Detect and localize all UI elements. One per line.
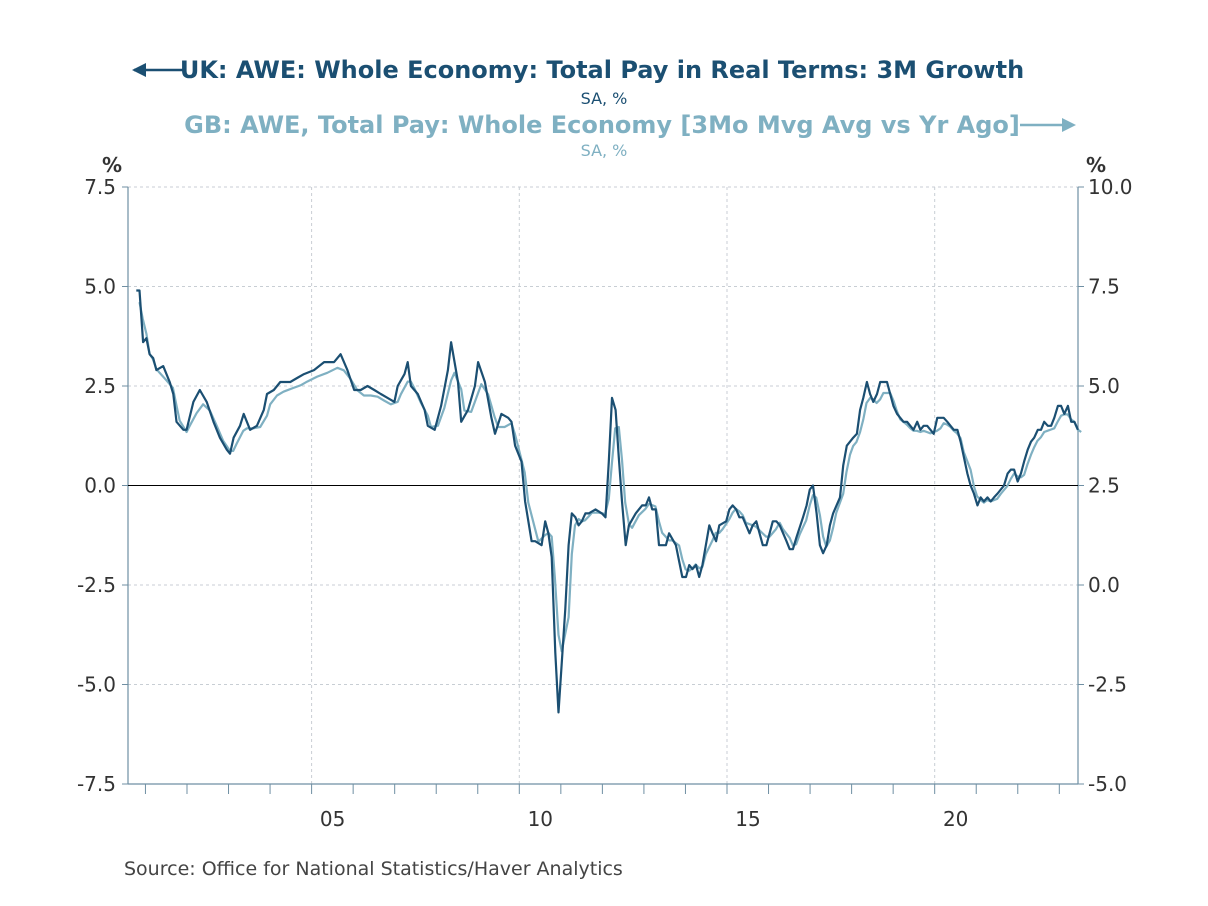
- series2-title: GB: AWE, Total Pay: Whole Economy [3Mo M…: [184, 111, 1020, 139]
- legend: UK: AWE: Whole Economy: Total Pay in Rea…: [132, 56, 1076, 160]
- x-tick-label: 10: [528, 807, 553, 831]
- left-tick-label: -2.5: [77, 573, 116, 597]
- series2-line: [138, 301, 1082, 653]
- left-tick-label: 0.0: [84, 474, 116, 498]
- series1-subtitle: SA, %: [581, 89, 628, 108]
- right-tick-label: 0.0: [1088, 573, 1120, 597]
- x-tick-label: 05: [320, 807, 345, 831]
- left-tick-label: -5.0: [77, 673, 116, 697]
- right-axis-ticks: 10.0 7.5 5.0 2.5 0.0 -2.5 -5.0: [1078, 175, 1133, 796]
- source-note: Source: Office for National Statistics/H…: [124, 858, 623, 880]
- right-tick-label: 2.5: [1088, 474, 1120, 498]
- series1-line: [136, 289, 1080, 714]
- left-tick-label: 5.0: [84, 275, 116, 299]
- left-tick-label: 7.5: [84, 175, 116, 199]
- left-tick-label: -7.5: [77, 772, 116, 796]
- series-layer: [136, 289, 1082, 714]
- right-tick-label: 7.5: [1088, 275, 1120, 299]
- series2-subtitle: SA, %: [581, 141, 628, 160]
- axes: [127, 187, 1079, 785]
- right-axis-unit: %: [1086, 153, 1106, 177]
- x-axis-ticks: 05 10 15 20: [144, 784, 1060, 831]
- left-axis-ticks: 7.5 5.0 2.5 0.0 -2.5 -5.0 -7.5: [77, 175, 128, 796]
- right-tick-label: 10.0: [1088, 175, 1133, 199]
- right-tick-label: -5.0: [1088, 772, 1127, 796]
- left-axis-unit: %: [102, 153, 122, 177]
- legend-arrow-left: [132, 63, 186, 77]
- right-tick-label: 5.0: [1088, 374, 1120, 398]
- right-tick-label: -2.5: [1088, 673, 1127, 697]
- x-tick-label: 20: [943, 807, 968, 831]
- x-tick-label: 15: [735, 807, 760, 831]
- series1-title: UK: AWE: Whole Economy: Total Pay in Rea…: [180, 56, 1024, 84]
- left-tick-label: 2.5: [84, 374, 116, 398]
- legend-arrow-right: [1020, 118, 1076, 132]
